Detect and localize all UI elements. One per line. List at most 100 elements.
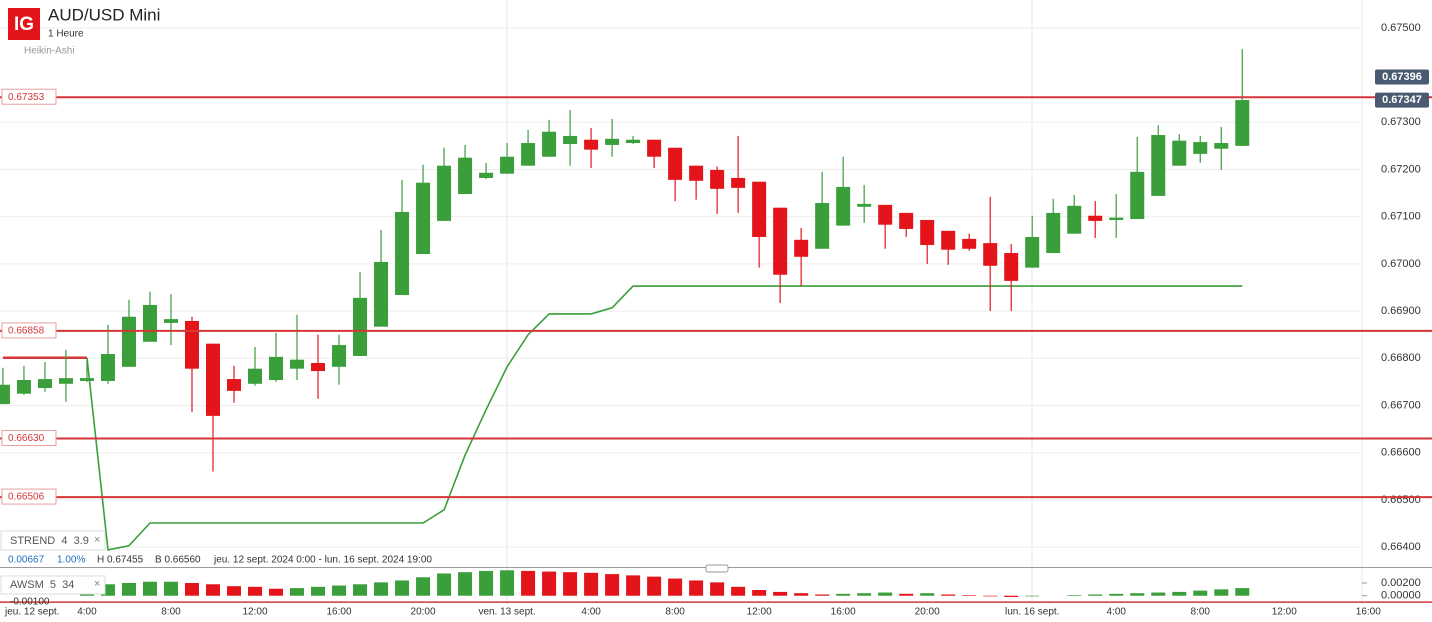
- oscillator-bar: [647, 576, 662, 596]
- candle-body: [836, 186, 851, 226]
- x-tick-label: 4:00: [1107, 607, 1127, 618]
- y-tick-label: 0.67000: [1381, 258, 1421, 270]
- oscillator-bar: [815, 594, 830, 596]
- oscillator-bar: [205, 584, 220, 596]
- candle-body: [500, 156, 515, 174]
- candle-body: [752, 181, 767, 237]
- oscillator-bar: [941, 594, 956, 596]
- candle-body: [311, 363, 326, 372]
- oscillator-bar: [836, 593, 851, 596]
- oscillator-bar: [857, 593, 872, 596]
- supertrend-line: [86, 285, 1243, 551]
- x-tick-label: 8:00: [665, 607, 685, 618]
- candle-body: [563, 135, 578, 144]
- oscillator-bar: [710, 582, 725, 596]
- y-tick-label: 0.66900: [1381, 305, 1421, 317]
- candle-body: [416, 182, 431, 254]
- candle-body: [184, 321, 199, 369]
- x-tick-label: 20:00: [915, 607, 940, 618]
- oscillator-bar: [983, 595, 998, 597]
- over-layer: jeu. 12 sept. 4:00 8:00 12:00 16:00 20:00 ven.…: [0, 69, 1432, 618]
- candle-body: [857, 203, 872, 207]
- oscillator-bar: [479, 570, 494, 596]
- candle-body: [584, 139, 599, 150]
- level-label: 0.66506: [8, 492, 45, 503]
- candle-body: [395, 211, 410, 296]
- candle-body: [1109, 217, 1124, 220]
- info-range: jeu. 12 sept. 2024 0:00 - lun. 16 sept. …: [213, 555, 432, 566]
- candle-body: [290, 359, 305, 369]
- candle-body: [689, 165, 704, 181]
- candle-body: [1004, 253, 1019, 281]
- candle-body: [962, 238, 977, 249]
- y-tick-label: 0.66400: [1381, 541, 1421, 553]
- candle-body: [269, 356, 284, 381]
- x-tick-label: 16:00: [1356, 607, 1381, 618]
- oscillator-bar: [605, 574, 620, 596]
- oscillator-bar: [184, 583, 199, 596]
- close-icon[interactable]: ×: [94, 578, 100, 590]
- oscillator-bar: [731, 586, 746, 596]
- oscillator-bar: [920, 593, 935, 596]
- oscillator-bar: [1130, 593, 1145, 596]
- candle-body: [1025, 236, 1040, 268]
- y-tick-label: -0.00100: [10, 597, 50, 608]
- candle-body: [1046, 212, 1061, 254]
- x-tick-label: 8:00: [1191, 607, 1211, 618]
- oscillator-bar: [689, 580, 704, 596]
- oscillator-bar: [668, 578, 683, 596]
- candle-body: [1130, 171, 1145, 220]
- candle-body: [100, 354, 115, 381]
- y-tick-label: 0.66500: [1381, 494, 1421, 506]
- candle-body: [437, 165, 452, 221]
- y-tick-label: 0.67500: [1381, 22, 1421, 34]
- candle-body: [605, 138, 620, 145]
- x-tick-label: 8:00: [161, 607, 181, 618]
- level-label: 0.66858: [8, 326, 45, 337]
- y-tick-label: 0.67100: [1381, 211, 1421, 223]
- oscillator-bar: [773, 591, 788, 596]
- candle-body: [626, 139, 641, 144]
- instrument-title: AUD/USD Mini: [48, 5, 160, 24]
- under-layer: 0.67500 0.67300 0.67200 0.67100 0.67000 0.669…: [0, 22, 1421, 597]
- candle-body: [58, 378, 73, 384]
- x-tick-label: 20:00: [411, 607, 436, 618]
- y-tick-label: 0.66600: [1381, 447, 1421, 459]
- oscillator-bar: [142, 581, 157, 596]
- candle-body: [668, 147, 683, 180]
- candle-body: [878, 204, 893, 225]
- chart-style: Heikin-Ashi: [24, 46, 75, 57]
- pane-resize-handle[interactable]: [705, 564, 729, 573]
- y-tick-label: 0.00000: [1381, 590, 1421, 602]
- oscillator-bar: [1172, 591, 1187, 596]
- indicator-label: STREND 4 3.9: [10, 535, 89, 547]
- oscillator-bar: [395, 580, 410, 596]
- interval: 1 Heure: [48, 29, 84, 40]
- close-icon[interactable]: ×: [94, 534, 100, 546]
- candle-body: [542, 131, 557, 157]
- indicator-legend[interactable]: [0, 575, 106, 595]
- candle-body: [1151, 135, 1166, 196]
- y-tick-label: 0.67200: [1381, 163, 1421, 175]
- oscillator-bar: [121, 583, 136, 596]
- oscillator-bar: [290, 588, 305, 596]
- x-tick-label: 12:00: [747, 607, 772, 618]
- candle-body: [142, 304, 157, 342]
- y-tick-label: 0.66800: [1381, 352, 1421, 364]
- level-label-box: [1, 488, 57, 505]
- candle-body: [227, 379, 242, 391]
- oscillator-bar: [1004, 595, 1019, 597]
- indicator-label: AWSM 5 34: [10, 579, 74, 591]
- oscillator-bar: [626, 575, 641, 596]
- candle-body: [0, 384, 10, 405]
- oscillator-bar: [794, 593, 809, 596]
- level-label: 0.67353: [8, 92, 45, 103]
- candle-body: [1172, 140, 1187, 166]
- candle-body: [731, 177, 746, 188]
- indicator-legend[interactable]: [0, 530, 106, 551]
- candle-body: [794, 239, 809, 257]
- oscillator-bar: [416, 577, 431, 596]
- logo-text: IG: [14, 14, 34, 35]
- info-change: 0.00667: [8, 555, 45, 566]
- oscillator-bar: [1109, 593, 1124, 596]
